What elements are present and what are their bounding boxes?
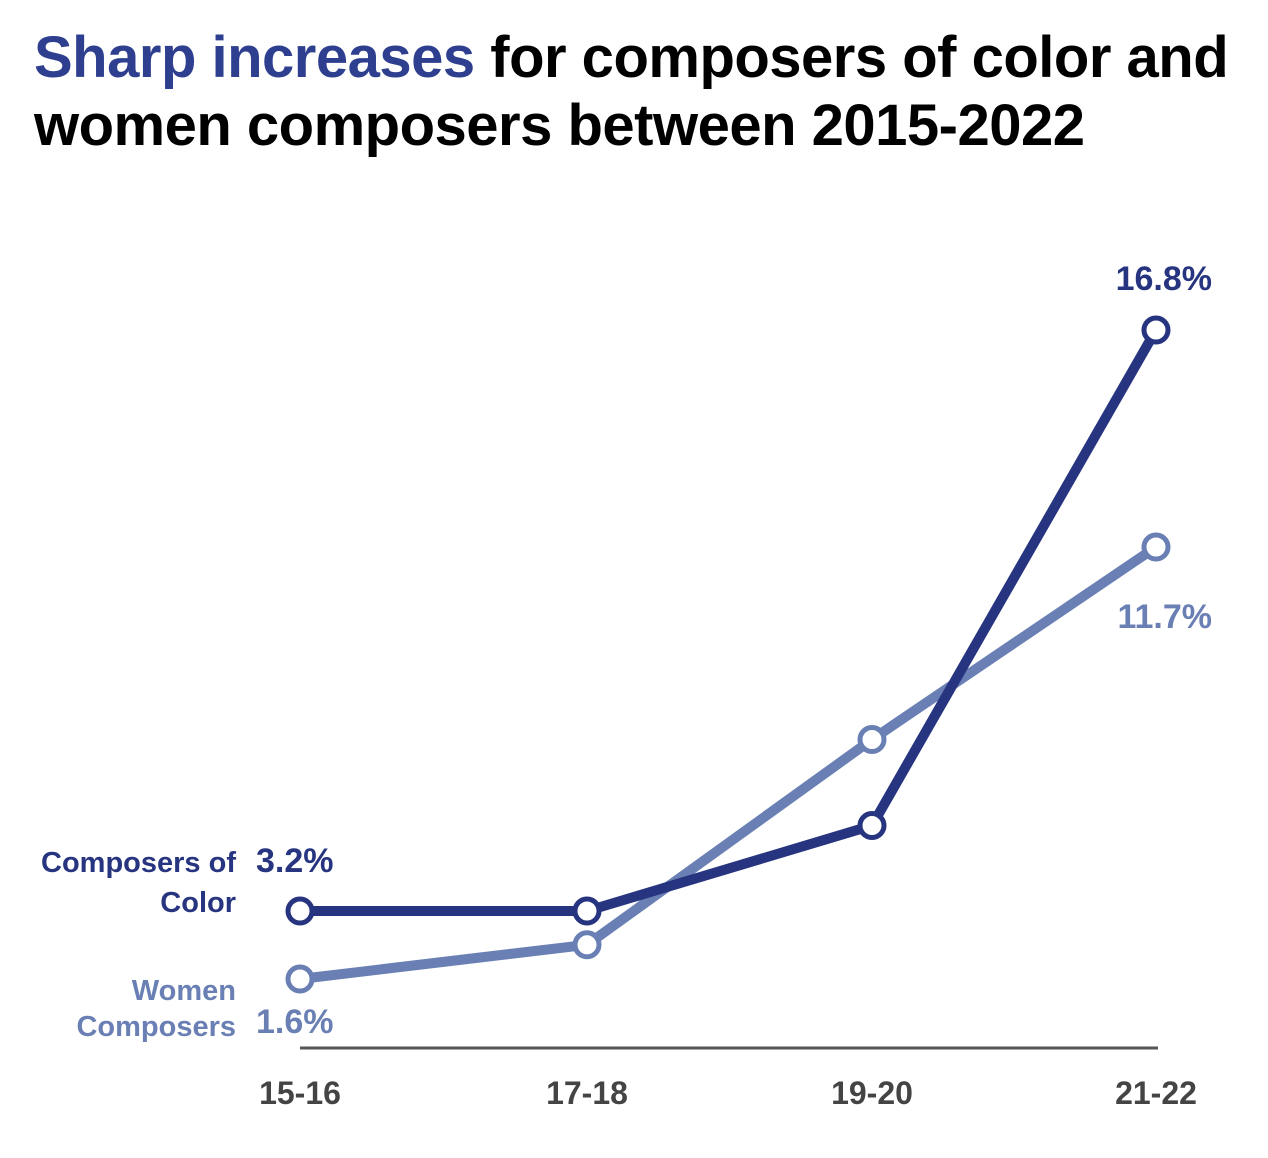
data-point — [572, 930, 602, 960]
data-point — [1141, 315, 1171, 345]
series-name-label: Women — [132, 975, 236, 1007]
series-name-label: Composers — [76, 1011, 236, 1043]
x-tick-label: 17-18 — [546, 1075, 628, 1111]
chart-title-rest: for composers of color and women compose… — [34, 25, 1229, 158]
chart-title-highlight: Sharp increases — [34, 25, 475, 90]
x-tick-label: 21-22 — [1115, 1075, 1197, 1111]
x-tick-label: 15-16 — [259, 1075, 341, 1111]
data-point — [572, 896, 602, 926]
data-label-start: 3.2% — [256, 842, 334, 880]
series-name-label: Composers of — [41, 847, 236, 879]
series-line-composers-of-color — [295, 325, 1161, 916]
data-label-start: 1.6% — [256, 1003, 334, 1041]
x-tick-label: 19-20 — [831, 1075, 913, 1111]
data-label-end: 11.7% — [1117, 598, 1212, 636]
series-name-label: Color — [160, 887, 236, 919]
data-point — [1141, 532, 1171, 562]
data-point — [285, 896, 315, 926]
data-point — [857, 811, 887, 841]
series-line-women-composers — [295, 542, 1161, 984]
data-point — [857, 724, 887, 754]
data-label-end: 16.8% — [1116, 260, 1212, 298]
chart-title: Sharp increases for composers of color a… — [34, 24, 1234, 160]
data-point — [285, 964, 315, 994]
